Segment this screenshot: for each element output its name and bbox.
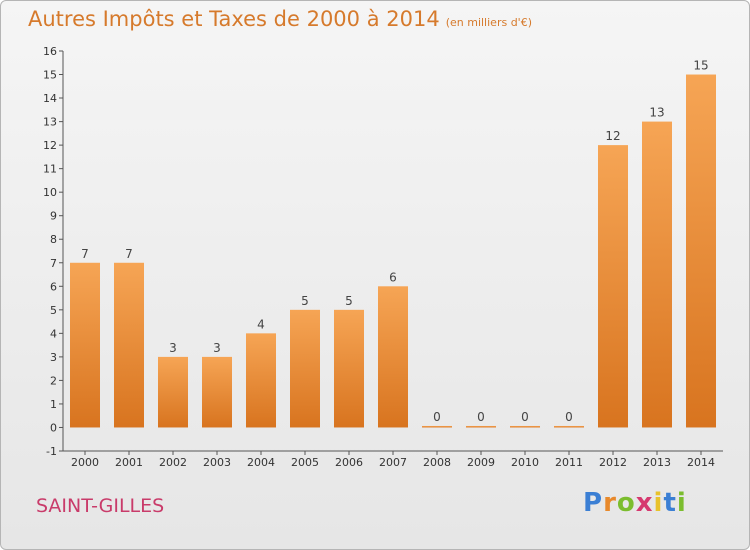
x-tick-label: 2002 — [159, 456, 187, 469]
x-tick-label: 2007 — [379, 456, 407, 469]
x-tick-label: 2011 — [555, 456, 583, 469]
bar-value-label: 15 — [693, 59, 708, 73]
x-tick-label: 2005 — [291, 456, 319, 469]
bar-value-label: 0 — [433, 410, 441, 424]
bar-value-label: 3 — [213, 341, 221, 355]
y-tick-label: -1 — [46, 445, 57, 458]
x-tick-label: 2003 — [203, 456, 231, 469]
x-tick-label: 2001 — [115, 456, 143, 469]
x-tick-label: 2008 — [423, 456, 451, 469]
y-tick-label: 1 — [50, 398, 57, 411]
bar-value-label: 7 — [81, 247, 89, 261]
y-tick-label: 8 — [50, 233, 57, 246]
bar — [70, 262, 100, 428]
bar — [202, 356, 232, 428]
logo-letter: x — [635, 488, 654, 518]
bar-value-label: 0 — [521, 410, 529, 424]
commune-name: SAINT-GILLES — [36, 495, 165, 517]
y-tick-label: 9 — [50, 210, 57, 223]
bar-value-label: 0 — [477, 410, 485, 424]
bar — [334, 309, 364, 428]
bar — [642, 121, 672, 428]
bar — [422, 425, 452, 428]
logo-letter: i — [653, 488, 664, 518]
bar — [510, 425, 540, 428]
x-tick-label: 2000 — [71, 456, 99, 469]
bar — [686, 74, 716, 428]
bar-value-label: 12 — [605, 129, 620, 143]
y-tick-label: 13 — [43, 116, 57, 129]
bar — [598, 145, 628, 428]
y-tick-label: 16 — [43, 45, 57, 58]
bar — [246, 333, 276, 428]
x-tick-label: 2013 — [643, 456, 671, 469]
y-tick-label: 2 — [50, 374, 57, 387]
y-tick-label: 14 — [43, 92, 57, 105]
bar — [378, 286, 408, 428]
logo-letter: o — [616, 488, 636, 518]
logo-letter: t — [663, 488, 677, 518]
x-tick-label: 2010 — [511, 456, 539, 469]
y-tick-label: 3 — [50, 351, 57, 364]
bar — [554, 425, 584, 428]
bar — [114, 262, 144, 428]
y-tick-label: 6 — [50, 280, 57, 293]
bar-value-label: 5 — [301, 294, 309, 308]
y-tick-label: 11 — [43, 163, 57, 176]
bar-value-label: 7 — [125, 247, 133, 261]
y-tick-label: 4 — [50, 327, 57, 340]
bar-value-label: 3 — [169, 341, 177, 355]
y-tick-label: 7 — [50, 257, 57, 270]
y-tick-label: 0 — [50, 421, 57, 434]
logo-letter: i — [676, 488, 687, 518]
y-tick-label: 10 — [43, 186, 57, 199]
bar-value-label: 6 — [389, 270, 397, 284]
chart-subtitle: (en milliers d'€) — [445, 16, 532, 29]
x-tick-label: 2009 — [467, 456, 495, 469]
bar-value-label: 5 — [345, 294, 353, 308]
bar-value-label: 13 — [649, 106, 664, 120]
chart-title: Autres Impôts et Taxes de 2000 à 2014 (en… — [28, 7, 532, 31]
y-tick-label: 12 — [43, 139, 57, 152]
bar — [290, 309, 320, 428]
x-tick-label: 2012 — [599, 456, 627, 469]
bar-value-label: 4 — [257, 317, 265, 331]
y-tick-label: 15 — [43, 69, 57, 82]
y-tick-label: 5 — [50, 304, 57, 317]
logo-letter: r — [603, 488, 617, 518]
x-tick-label: 2006 — [335, 456, 363, 469]
proxiti-logo: Proxiti — [583, 488, 687, 518]
bar — [466, 425, 496, 428]
x-tick-label: 2004 — [247, 456, 275, 469]
bar-value-label: 0 — [565, 410, 573, 424]
x-tick-label: 2014 — [687, 456, 715, 469]
bar — [158, 356, 188, 428]
logo-letter: P — [583, 488, 604, 518]
